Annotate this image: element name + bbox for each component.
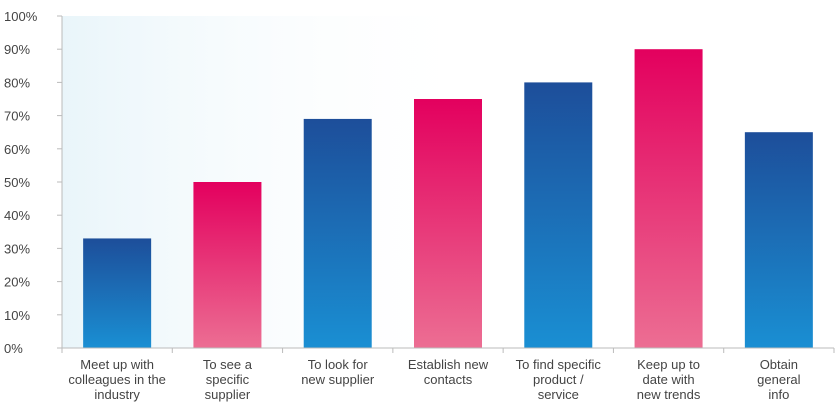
- x-category-label-line: product /: [533, 372, 584, 387]
- x-category-label-line: industry: [94, 387, 140, 402]
- x-category-label-line: specific: [206, 372, 250, 387]
- x-axis: Meet up with colleagues in the industry To …: [61, 347, 835, 402]
- x-category-label-line: Establish new: [408, 357, 489, 372]
- y-tick-label: 40%: [4, 208, 30, 223]
- x-category-label-line: service: [538, 387, 579, 402]
- y-tick-label: 10%: [4, 308, 30, 323]
- x-category-label-line: colleagues in the: [68, 372, 166, 387]
- x-category-label: Meet up with colleagues in the industry: [68, 357, 166, 402]
- y-tick-label: 30%: [4, 241, 30, 256]
- x-category-label-line: To look for: [308, 357, 369, 372]
- bar: [744, 132, 813, 348]
- y-tick-label: 0%: [4, 341, 23, 356]
- x-category-label-line: date with: [643, 372, 695, 387]
- x-category-label-line: Keep up to: [637, 357, 700, 372]
- x-category-label-line: general: [757, 372, 800, 387]
- y-axis: 0% 10% 20% 30% 40% 50% 60% 70% 80% 90% 100%: [4, 9, 63, 356]
- x-category-label-line: supplier: [205, 387, 251, 402]
- bars: [83, 49, 813, 349]
- y-tick-label: 80%: [4, 75, 30, 90]
- x-category-label: Keep up to date with new trends: [637, 357, 701, 402]
- x-category-label-line: contacts: [424, 372, 473, 387]
- x-category-label-line: info: [768, 387, 789, 402]
- x-category-label-line: new supplier: [301, 372, 375, 387]
- x-category-label-line: new trends: [637, 387, 701, 402]
- x-category-label-line: To see a: [203, 357, 253, 372]
- y-tick-label: 60%: [4, 142, 30, 157]
- bar: [193, 182, 262, 348]
- x-category-label: Obtain general info: [757, 357, 800, 402]
- y-tick-label: 20%: [4, 275, 30, 290]
- bar: [303, 118, 372, 348]
- x-category-label: To see a specific supplier: [203, 357, 253, 402]
- y-tick-label: 70%: [4, 109, 30, 124]
- x-category-label: Establish new contacts: [408, 357, 489, 387]
- bar: [83, 238, 152, 348]
- bar: [524, 82, 593, 349]
- x-category-label: To find specific product / service: [516, 357, 602, 402]
- y-tick-label: 100%: [4, 9, 38, 24]
- y-tick-label: 90%: [4, 42, 30, 57]
- y-tick-label: 50%: [4, 175, 30, 190]
- x-category-label-line: To find specific: [516, 357, 602, 372]
- bar: [414, 99, 482, 348]
- x-category-label-line: Meet up with: [80, 357, 154, 372]
- bar: [634, 49, 703, 348]
- x-category-label-line: Obtain: [760, 357, 798, 372]
- x-category-label: To look for new supplier: [301, 357, 375, 387]
